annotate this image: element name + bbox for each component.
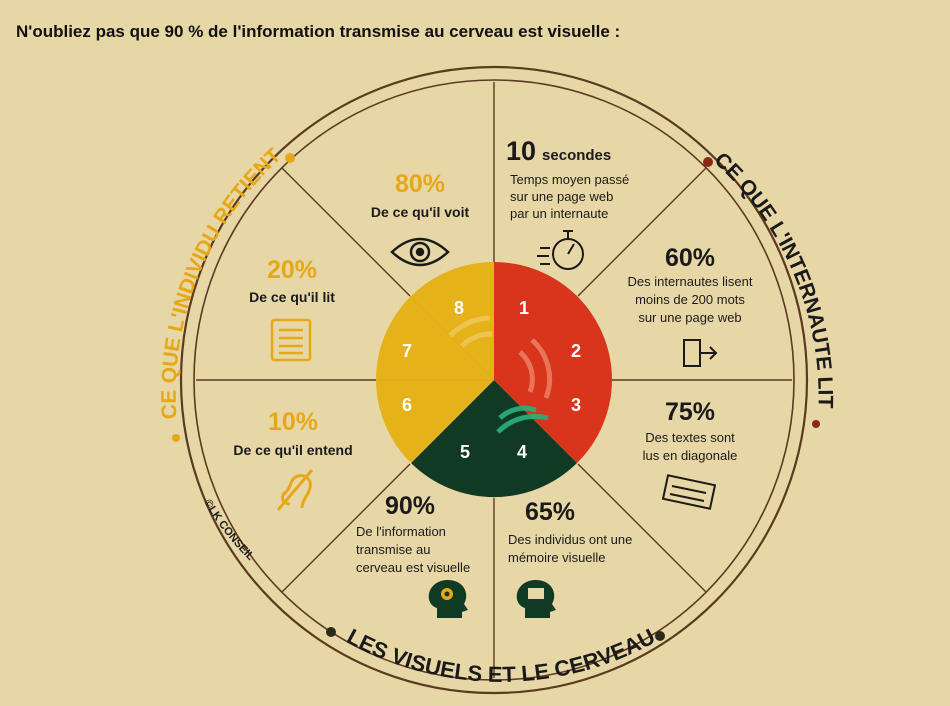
segment-diagonal-value: 75% bbox=[665, 398, 715, 426]
segment-hear-value: 10% bbox=[268, 408, 318, 436]
segment-read-line1: De ce qu'il lit bbox=[249, 289, 335, 305]
ring-dot bbox=[326, 627, 336, 637]
segment-seconds-value: 10 secondes bbox=[506, 136, 611, 166]
segment-brain-value: 90% bbox=[385, 492, 435, 520]
segment-hear: 10% De ce qu'il entend bbox=[233, 408, 353, 511]
copyright: ©LK CONSEIL bbox=[201, 497, 256, 563]
center-number-4: 4 bbox=[517, 442, 527, 462]
segment-see: 80% De ce qu'il voit bbox=[371, 170, 470, 267]
center-number-1: 1 bbox=[519, 298, 529, 318]
outer-ring bbox=[179, 65, 809, 695]
ring-dot bbox=[655, 631, 665, 641]
segment-see-value: 80% bbox=[395, 170, 445, 198]
segment-brain-line2: transmise au bbox=[356, 542, 430, 557]
eye-icon bbox=[390, 237, 450, 267]
head-picture-icon bbox=[516, 579, 556, 618]
center-number-7: 7 bbox=[402, 341, 412, 361]
segment-seconds-line1: Temps moyen passé bbox=[510, 172, 629, 187]
stopwatch-icon bbox=[537, 230, 584, 270]
center-number-3: 3 bbox=[571, 395, 581, 415]
ring-dot bbox=[812, 420, 820, 428]
segment-memory: 65% Des individus ont une mémoire visuel… bbox=[508, 498, 632, 618]
ring-dot bbox=[285, 153, 295, 163]
segment-words: 60% Des internautes lisent moins de 200 … bbox=[627, 244, 753, 367]
segment-brain-line3: cerveau est visuelle bbox=[356, 560, 470, 575]
segment-words-line1: Des internautes lisent bbox=[627, 274, 752, 289]
arc-title-bottom: LES VISUELS ET LE CERVEAU bbox=[343, 624, 659, 687]
wheel-spokes bbox=[196, 82, 792, 678]
segment-diagonal: 75% Des textes sont lus en diagonale bbox=[643, 398, 738, 510]
center-number-8: 8 bbox=[454, 298, 464, 318]
newspaper-icon bbox=[661, 474, 717, 510]
segment-diagonal-line1: Des textes sont bbox=[645, 430, 735, 445]
segment-brain-line1: De l'information bbox=[356, 524, 446, 539]
headline: N'oubliez pas que 90 % de l'information … bbox=[16, 22, 621, 41]
segment-read: 20% De ce qu'il lit bbox=[249, 256, 335, 362]
segment-see-line1: De ce qu'il voit bbox=[371, 204, 470, 220]
segment-read-value: 20% bbox=[267, 256, 317, 284]
segment-memory-line2: mémoire visuelle bbox=[508, 550, 606, 565]
segment-seconds: 10 secondes Temps moyen passé sur une pag… bbox=[506, 136, 629, 270]
center-number-5: 5 bbox=[460, 442, 470, 462]
ring-dot bbox=[703, 157, 713, 167]
ear-icon bbox=[276, 469, 314, 511]
segment-hear-line1: De ce qu'il entend bbox=[233, 442, 352, 458]
head-gears-icon bbox=[428, 579, 468, 618]
segment-seconds-line2: sur une page web bbox=[510, 189, 613, 204]
center-number-2: 2 bbox=[571, 341, 581, 361]
segment-diagonal-line2: lus en diagonale bbox=[643, 448, 738, 463]
segment-brain: 90% De l'information transmise au cervea… bbox=[356, 492, 470, 618]
segment-memory-line1: Des individus ont une bbox=[508, 532, 632, 547]
center-pie bbox=[376, 262, 612, 498]
segment-words-line2: moins de 200 mots bbox=[635, 292, 745, 307]
segment-seconds-line3: par un internaute bbox=[510, 206, 608, 221]
segment-memory-value: 65% bbox=[525, 498, 575, 526]
center-number-6: 6 bbox=[402, 395, 412, 415]
document-icon bbox=[270, 318, 312, 362]
inner-ring bbox=[193, 79, 795, 681]
ring-dot bbox=[172, 434, 180, 442]
segment-words-value: 60% bbox=[665, 244, 715, 272]
exit-door-icon bbox=[683, 339, 718, 367]
segment-words-line3: sur une page web bbox=[638, 310, 741, 325]
